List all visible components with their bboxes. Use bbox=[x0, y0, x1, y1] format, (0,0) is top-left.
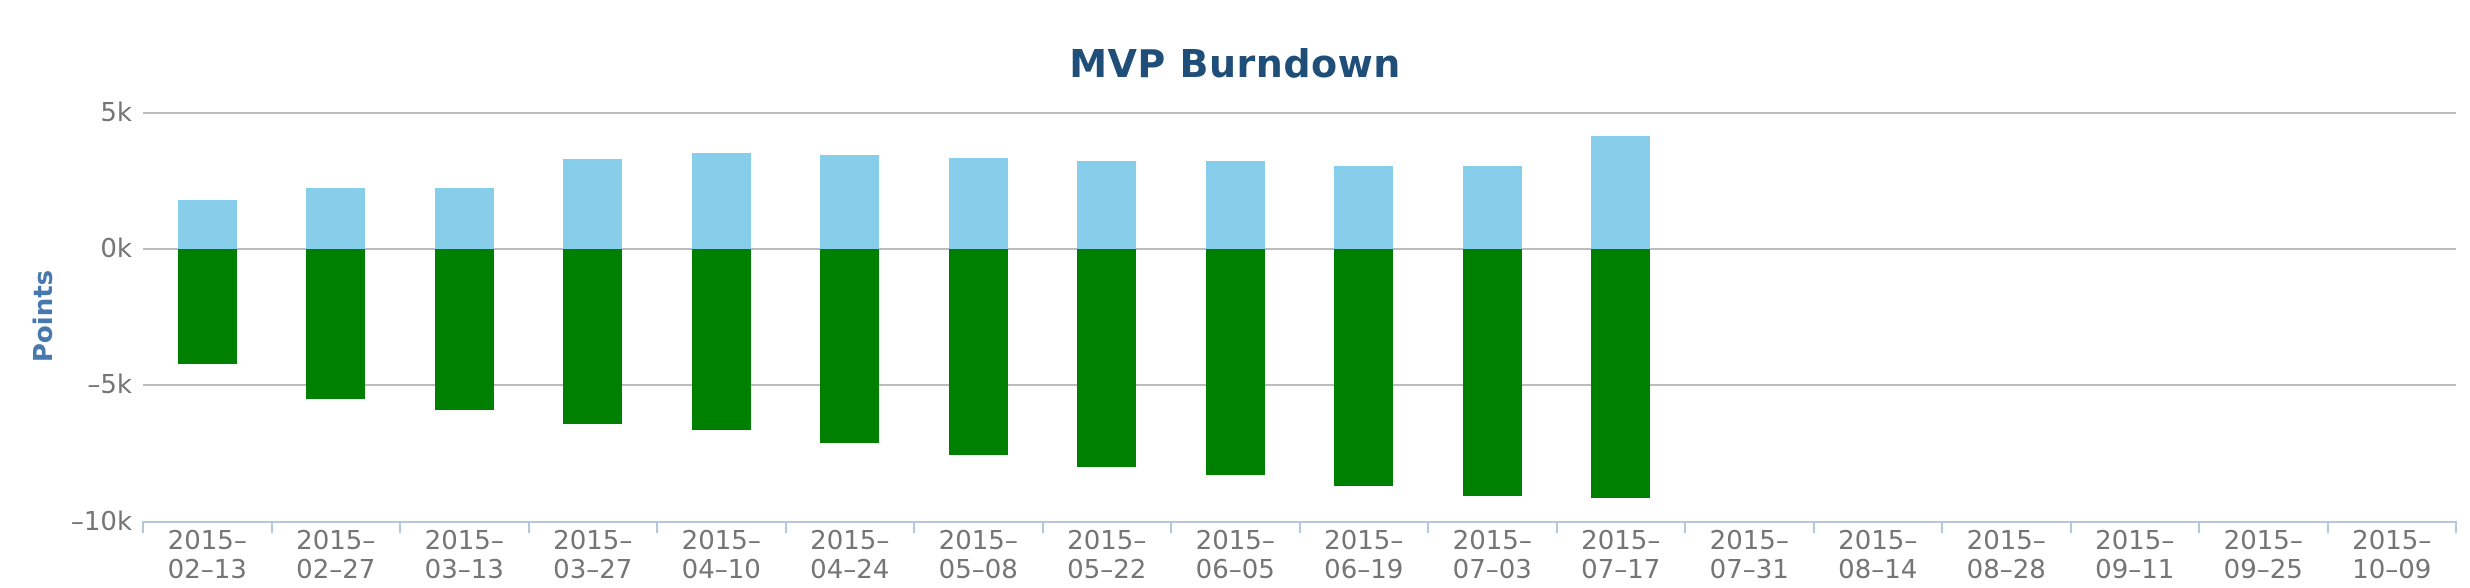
bar-segment-positive[interactable] bbox=[691, 152, 751, 250]
bar-segment-negative[interactable] bbox=[691, 249, 751, 431]
x-tick-label: 2015– 07–03 bbox=[1452, 526, 1532, 585]
x-tick-label: 2015– 09–11 bbox=[2095, 526, 2175, 585]
gridline bbox=[143, 384, 2456, 387]
axis-tick bbox=[1684, 520, 1686, 533]
bar-segment-positive[interactable] bbox=[306, 188, 366, 250]
y-axis-title: Points bbox=[29, 269, 59, 363]
bar-segment-negative[interactable] bbox=[820, 249, 880, 443]
bar-segment-negative[interactable] bbox=[1077, 249, 1137, 468]
bar-segment-positive[interactable] bbox=[1205, 160, 1265, 250]
axis-tick bbox=[1041, 520, 1044, 533]
axis-tick bbox=[2326, 520, 2329, 533]
gridline bbox=[143, 112, 2456, 115]
bar-segment-positive[interactable] bbox=[820, 155, 880, 250]
x-tick-label: 2015– 02–27 bbox=[296, 526, 376, 585]
x-tick-label: 2015– 05–22 bbox=[1067, 526, 1147, 585]
x-tick-label: 2015– 06–05 bbox=[1195, 526, 1275, 585]
x-tick-label: 2015– 06–19 bbox=[1324, 526, 1404, 585]
axis-tick bbox=[1298, 520, 1301, 533]
x-tick-label: 2015– 09–25 bbox=[2223, 526, 2303, 585]
bar-segment-negative[interactable] bbox=[1205, 249, 1265, 476]
x-tick-label: 2015– 03–27 bbox=[553, 526, 633, 585]
x-tick-label: 2015– 05–08 bbox=[938, 526, 1018, 585]
gridline bbox=[143, 248, 2456, 251]
x-tick-label: 2015– 07–31 bbox=[1709, 526, 1789, 585]
axis-tick bbox=[656, 520, 658, 533]
bar-segment-negative[interactable] bbox=[1591, 249, 1651, 499]
axis-tick bbox=[1170, 520, 1172, 533]
axis-tick bbox=[2455, 520, 2457, 533]
x-tick-label: 2015– 08–14 bbox=[1838, 526, 1918, 585]
bar-segment-positive[interactable] bbox=[1334, 166, 1394, 250]
y-tick-label: –10k bbox=[70, 506, 132, 537]
y-tick-label: 5k bbox=[100, 98, 132, 129]
x-tick-label: 2015– 08–28 bbox=[1966, 526, 2046, 585]
bar-segment-positive[interactable] bbox=[563, 159, 623, 250]
bar-segment-negative[interactable] bbox=[1462, 249, 1522, 496]
x-tick-label: 2015– 02–13 bbox=[167, 526, 247, 585]
axis-tick bbox=[399, 520, 401, 533]
chart-title: MVP Burndown bbox=[1069, 42, 1401, 86]
bar-segment-positive[interactable] bbox=[177, 200, 237, 250]
bar-segment-positive[interactable] bbox=[1591, 136, 1651, 250]
bar-segment-negative[interactable] bbox=[306, 249, 366, 400]
x-tick-label: 2015– 03–13 bbox=[424, 526, 504, 585]
x-tick-label: 2015– 04–24 bbox=[810, 526, 890, 585]
bar-segment-negative[interactable] bbox=[948, 249, 1008, 455]
axis-tick bbox=[142, 520, 144, 533]
axis-tick bbox=[1812, 520, 1815, 533]
axis-tick bbox=[2198, 520, 2200, 533]
bar-segment-positive[interactable] bbox=[434, 188, 494, 250]
axis-tick bbox=[270, 520, 273, 533]
x-tick-label: 2015– 10–09 bbox=[2352, 526, 2432, 585]
bar-segment-positive[interactable] bbox=[1077, 160, 1137, 250]
axis-tick bbox=[1555, 520, 1558, 533]
axis-tick bbox=[1427, 520, 1429, 533]
bar-segment-positive[interactable] bbox=[1462, 166, 1522, 250]
x-tick-label: 2015– 04–10 bbox=[681, 526, 761, 585]
axis-tick bbox=[1941, 520, 1943, 533]
x-tick-label: 2015– 07–17 bbox=[1581, 526, 1661, 585]
y-tick-label: –5k bbox=[87, 370, 132, 401]
axis-tick bbox=[527, 520, 530, 533]
bar-segment-negative[interactable] bbox=[1334, 249, 1394, 487]
y-tick-label: 0k bbox=[100, 234, 132, 265]
axis-tick bbox=[784, 520, 787, 533]
bar-segment-negative[interactable] bbox=[177, 249, 237, 364]
axis-tick bbox=[913, 520, 915, 533]
bar-segment-negative[interactable] bbox=[434, 249, 494, 410]
axis-tick bbox=[2069, 520, 2072, 533]
bar-segment-positive[interactable] bbox=[948, 158, 1008, 250]
bar-segment-negative[interactable] bbox=[563, 249, 623, 424]
